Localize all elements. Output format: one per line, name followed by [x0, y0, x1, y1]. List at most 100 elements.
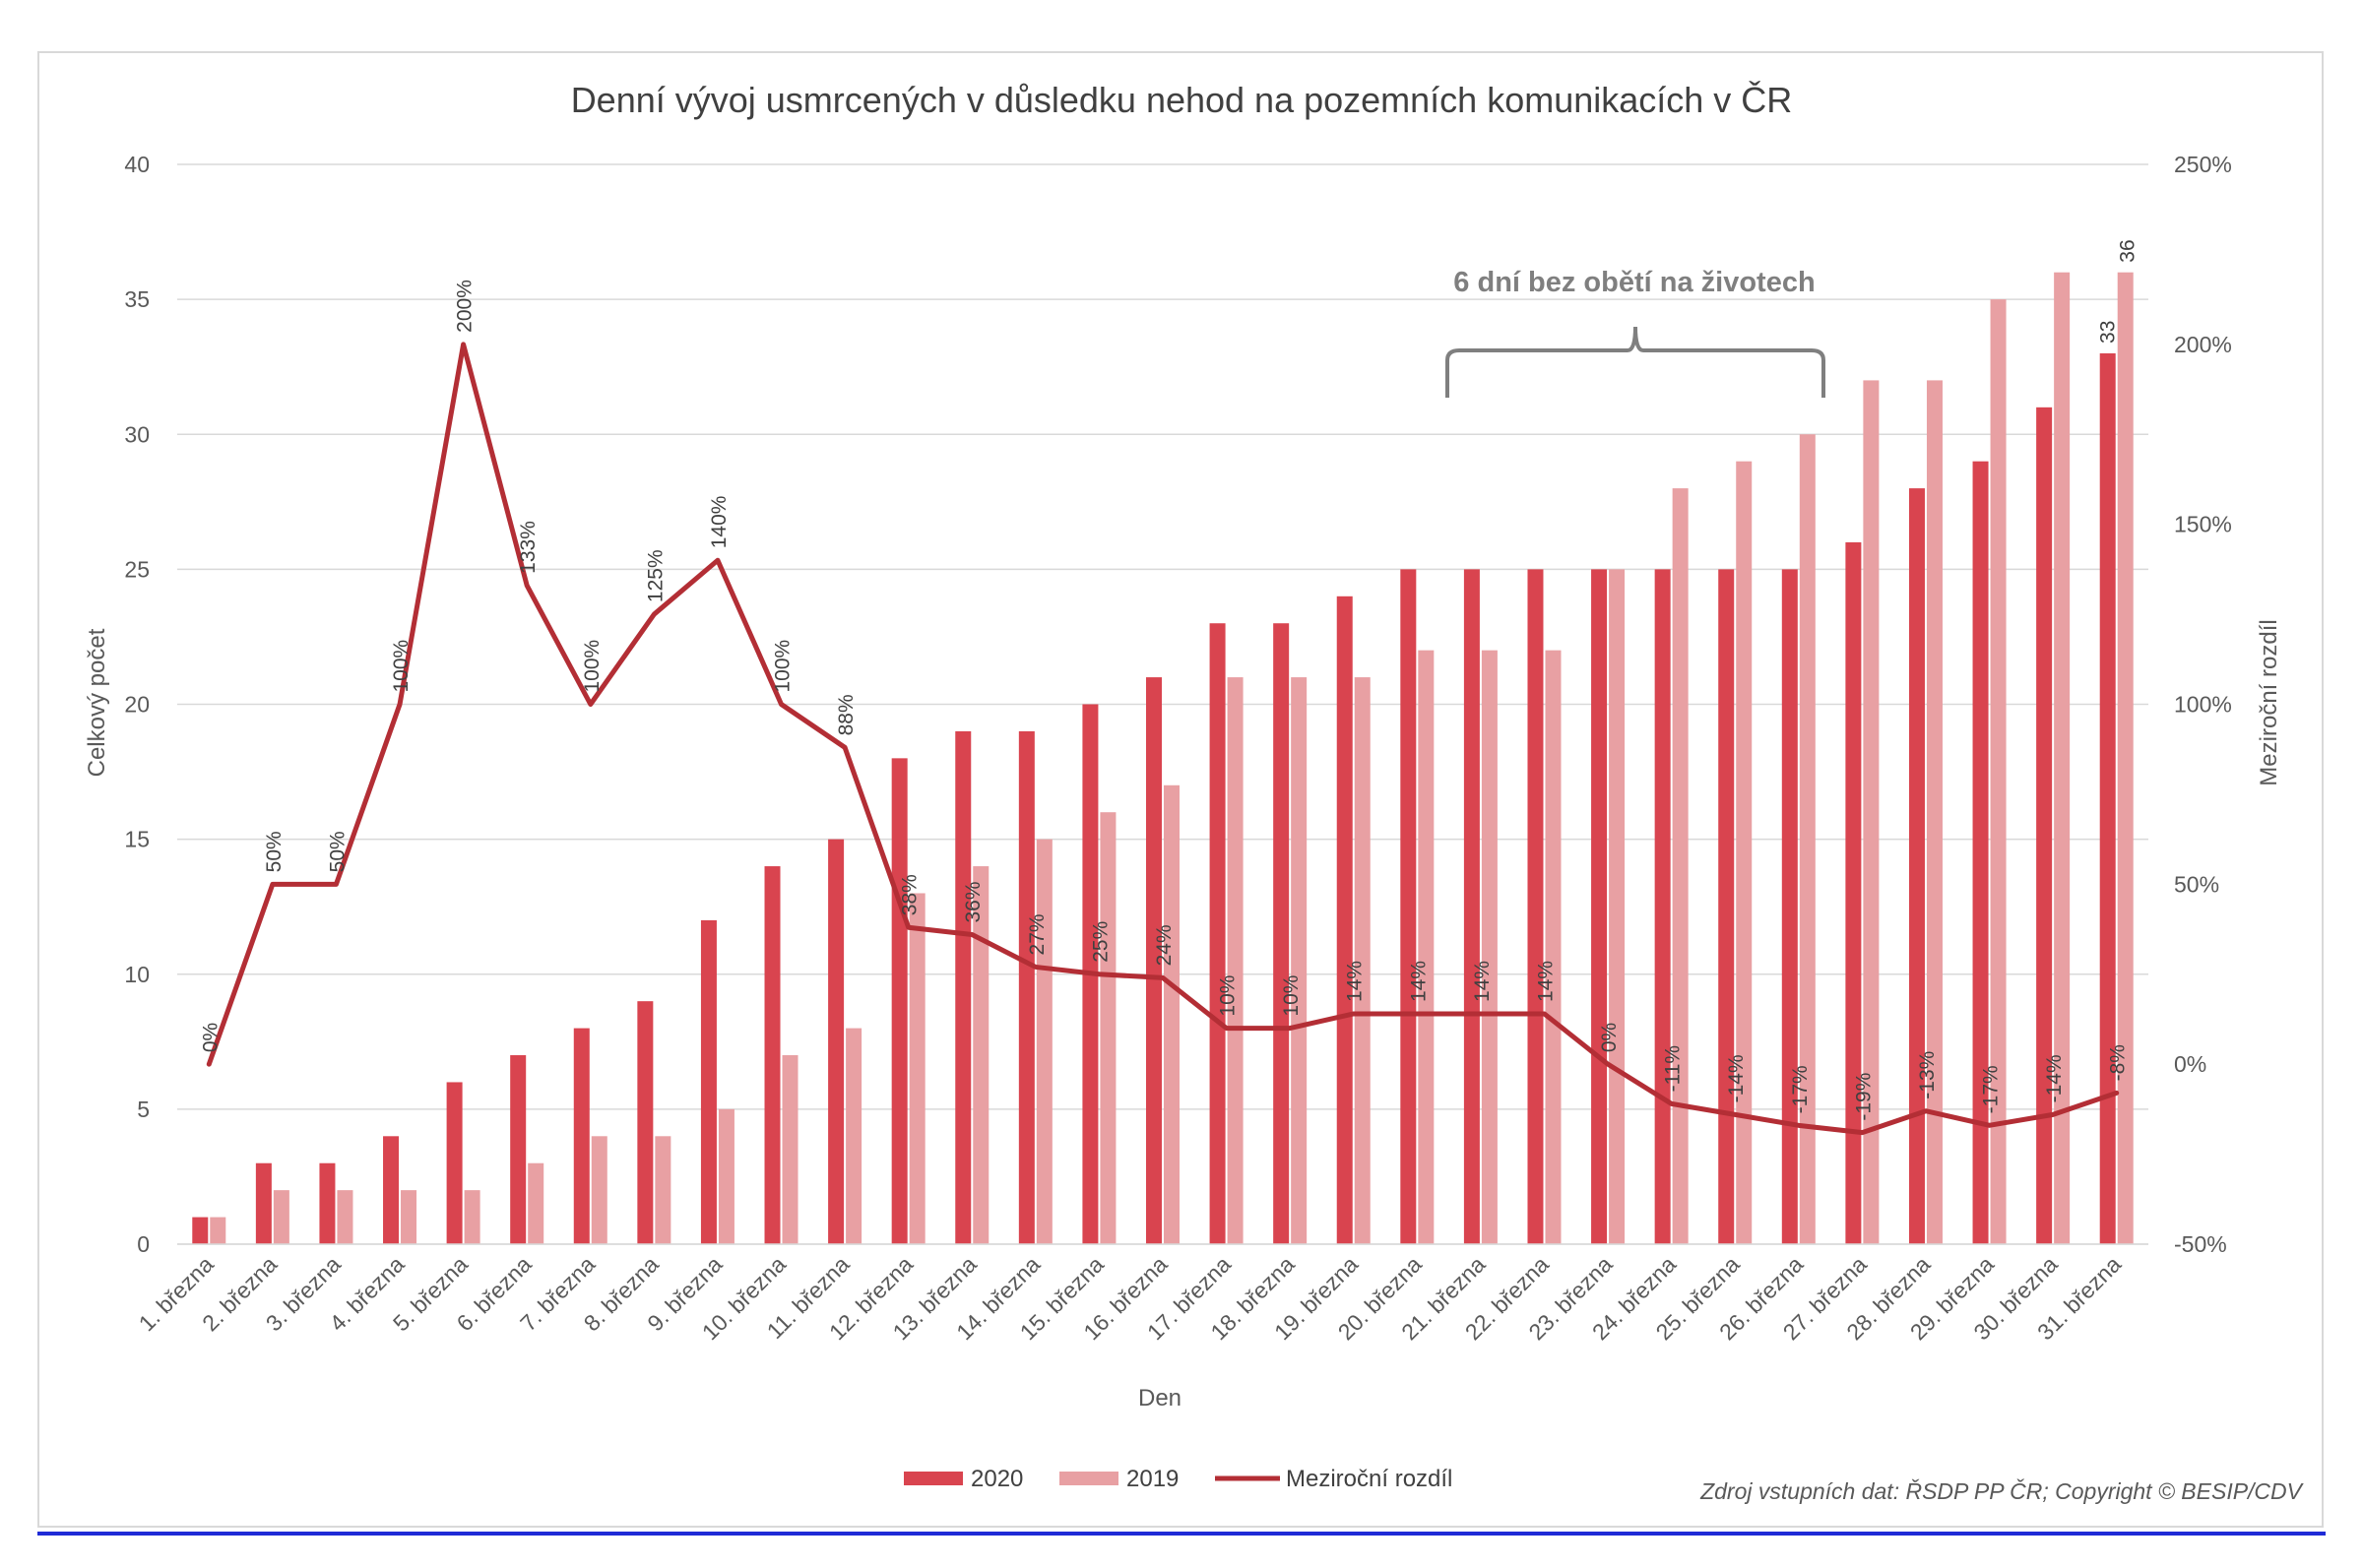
- yoy-data-label: 25%: [1089, 921, 1112, 963]
- bar-2019: [846, 1028, 862, 1244]
- annotation-brace-path: [1445, 326, 1825, 398]
- bar-2020: [1336, 596, 1353, 1244]
- bar-2019: [655, 1136, 671, 1244]
- bar-2019: [1291, 677, 1308, 1244]
- bar-2020: [1400, 569, 1417, 1244]
- bar-2019: [2117, 272, 2134, 1244]
- yoy-data-label: 125%: [644, 549, 667, 602]
- yoy-data-label: 140%: [708, 496, 731, 549]
- bar-2019: [1354, 677, 1371, 1244]
- yoy-data-label: -17%: [1789, 1065, 1812, 1113]
- bar-2019: [1545, 650, 1562, 1244]
- bar-2019: [1481, 650, 1498, 1244]
- bar-2019: [1990, 299, 2007, 1244]
- legend-label-line: Meziroční rozdíl: [1286, 1466, 1452, 1492]
- y-tick-label: 40: [124, 152, 150, 177]
- bar-2020: [1273, 623, 1290, 1244]
- bar-2019: [2054, 272, 2071, 1244]
- yoy-data-label: 133%: [517, 521, 540, 574]
- y-tick-label: 10: [124, 962, 150, 987]
- bar-2019: [591, 1136, 607, 1244]
- bar-2019: [273, 1190, 289, 1244]
- bar-2019: [1736, 461, 1753, 1244]
- annotation-text: 6 dní bez obětí na životech: [1453, 267, 1815, 298]
- bar-2019: [973, 866, 990, 1244]
- yoy-data-label: 200%: [454, 280, 477, 333]
- yoy-data-label: -14%: [2043, 1054, 2066, 1102]
- y-tick-label: 15: [124, 827, 150, 852]
- yoy-data-label: 10%: [1217, 975, 1240, 1017]
- bar-2019: [1227, 677, 1244, 1244]
- y2-tick-label: -50%: [2174, 1231, 2227, 1257]
- y2-tick-label: 0%: [2174, 1051, 2206, 1077]
- bar-2019: [718, 1108, 734, 1244]
- yoy-data-label: 14%: [1471, 961, 1494, 1002]
- bar-2020: [383, 1136, 400, 1244]
- yoy-line-path: [206, 342, 2120, 1136]
- bar-2019-end-label: 36: [2117, 239, 2139, 262]
- bars: [192, 272, 2134, 1245]
- y-tick-label: 0: [137, 1231, 150, 1257]
- yoy-data-label: -17%: [1980, 1065, 2003, 1113]
- bar-2019: [210, 1217, 226, 1244]
- bar-2019: [528, 1162, 544, 1244]
- yoy-data-label: 50%: [326, 831, 349, 872]
- bar-2020: [1591, 569, 1608, 1244]
- bar-2020: [255, 1162, 272, 1244]
- yoy-data-label: 10%: [1280, 975, 1303, 1017]
- bar-2020-end-label: 33: [2097, 321, 2120, 344]
- yoy-data-label: 88%: [835, 694, 858, 735]
- bar-2019: [782, 1055, 798, 1244]
- y-tick-label: 5: [137, 1097, 150, 1122]
- y-tick-label: 25: [124, 556, 150, 582]
- bottom-rule: [37, 1532, 2326, 1536]
- bar-2019: [337, 1190, 353, 1244]
- bar-2020: [1209, 623, 1226, 1244]
- y-tick-label: 30: [124, 421, 150, 447]
- y2-tick-label: 250%: [2174, 152, 2232, 177]
- bar-2019: [401, 1190, 417, 1244]
- source-note: Zdroj vstupních dat: ŘSDP PP ČR; Copyrig…: [1699, 1477, 2305, 1504]
- bar-2019: [1164, 784, 1180, 1244]
- y2-tick-label: 100%: [2174, 692, 2232, 718]
- bar-2020: [510, 1055, 527, 1244]
- bar-2020: [1654, 569, 1671, 1244]
- yoy-data-label: 36%: [962, 881, 985, 922]
- yoy-data-label: 24%: [1153, 924, 1176, 966]
- bar-2020: [2099, 352, 2116, 1245]
- bar-2019: [909, 893, 926, 1244]
- annotation-brace: [1445, 326, 1825, 398]
- bar-2019: [1036, 839, 1053, 1244]
- bar-2020: [637, 1001, 654, 1244]
- yoy-data-label: 27%: [1026, 913, 1049, 955]
- y2-tick-label: 50%: [2174, 871, 2219, 897]
- bar-2019: [1799, 434, 1816, 1244]
- bar-2020: [955, 730, 972, 1244]
- legend: 2020 2019 Meziroční rozdíl: [904, 1466, 1452, 1492]
- legend-swatch-2019: [1059, 1472, 1118, 1485]
- y-tick-label: 35: [124, 286, 150, 312]
- yoy-line: [206, 342, 2120, 1136]
- yoy-data-label: -13%: [1916, 1051, 1939, 1099]
- bar-2019: [1926, 380, 1943, 1244]
- bar-2019: [1418, 650, 1435, 1244]
- y-axis-title: Celkový počet: [84, 628, 110, 777]
- yoy-data-label: 14%: [1344, 961, 1367, 1002]
- bar-2020: [1845, 541, 1862, 1244]
- yoy-data-label: -8%: [2107, 1044, 2130, 1081]
- bar-2020: [1018, 730, 1035, 1244]
- legend-label-2020: 2020: [971, 1466, 1023, 1492]
- bar-2020: [1146, 677, 1162, 1244]
- bar-2019: [1609, 569, 1626, 1244]
- yoy-data-label: 100%: [390, 640, 413, 693]
- bar-2020: [446, 1082, 463, 1244]
- bar-2019: [1672, 488, 1689, 1245]
- yoy-data-label: 14%: [1534, 961, 1557, 1002]
- yoy-data-label: 0%: [1598, 1023, 1621, 1052]
- bar-2020: [1972, 461, 1989, 1244]
- yoy-data-label: 0%: [199, 1023, 222, 1052]
- bar-2020: [192, 1217, 209, 1244]
- bar-2020: [891, 758, 908, 1244]
- data-labels: 0% 50% 50% 100% 200% 133% 100% 125% 140% 100% 88% 3…: [199, 239, 2139, 1120]
